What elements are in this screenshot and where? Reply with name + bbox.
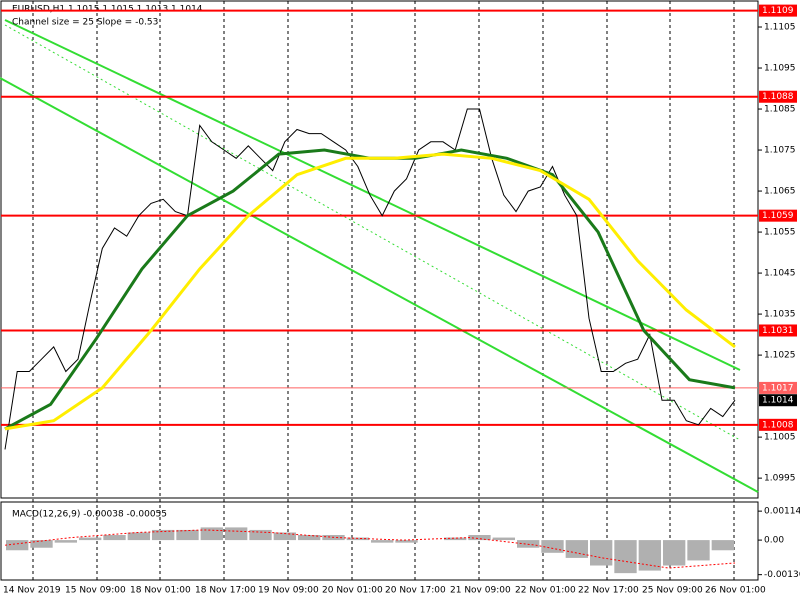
price-label: 1.1014 [762, 396, 794, 406]
subheader: Channel size = 25 Slope = -0.53 [12, 18, 158, 28]
level-box [759, 90, 797, 103]
macd-bar [541, 540, 564, 553]
macd-bar [127, 532, 150, 541]
macd-bar [273, 532, 296, 541]
y-tick-label: 1.1075 [764, 146, 796, 156]
x-tick-label: 26 Nov 01:00 [705, 586, 766, 596]
level-box [759, 418, 797, 431]
channel-mid [4, 24, 741, 441]
macd-bar [444, 537, 467, 541]
x-tick-label: 21 Nov 09:00 [450, 586, 511, 596]
macd-bar [687, 540, 710, 561]
macd-bar [468, 535, 491, 541]
macd-bar [103, 535, 126, 541]
price-line [4, 108, 736, 450]
y-tick-label: 1.1085 [764, 105, 796, 115]
y-tick-label: 1.1045 [764, 269, 796, 279]
level-label: 1.1059 [762, 211, 794, 221]
macd-bar [590, 540, 613, 566]
y-tick-label: 1.1035 [764, 310, 796, 320]
moving-average [4, 152, 736, 431]
y-tick-label: 1.1105 [764, 23, 796, 33]
x-tick-label: 18 Nov 01:00 [130, 586, 191, 596]
price-box [759, 394, 797, 407]
macd-bar [492, 537, 515, 541]
macd-bar [371, 540, 394, 543]
macd-bar [614, 540, 637, 574]
macd-bar [176, 529, 199, 541]
x-tick-label: 14 Nov 2019 [3, 586, 61, 596]
macd-bar [711, 540, 734, 551]
y-tick-label: 1.1065 [764, 187, 796, 197]
macd-tick-label: 0.00 [764, 536, 784, 546]
level-label: 1.1031 [762, 326, 794, 336]
level-label: 1.1088 [762, 92, 794, 102]
y-tick-label: 1.1055 [764, 228, 796, 238]
macd-bar [395, 540, 418, 543]
level-label: 1.1017 [762, 383, 794, 393]
channel [0, 19, 759, 493]
macd-tick-label: 0.00114 [764, 507, 800, 517]
x-tick-label: 25 Nov 09:00 [642, 586, 703, 596]
x-tick-label: 20 Nov 17:00 [385, 586, 446, 596]
x-tick-label: 18 Nov 17:00 [195, 586, 256, 596]
x-tick-label: 15 Nov 09:00 [65, 586, 126, 596]
y-tick-label: 1.1095 [764, 64, 796, 74]
macd-bar [565, 540, 588, 558]
macd-label: MACD(12,26,9) -0.00038 -0.00055 [12, 510, 167, 520]
y-tick-label: 1.1025 [764, 351, 796, 361]
header: EURUSD,H1 1.1015 1.1015 1.1013 1.1014 [12, 5, 203, 15]
macd-bar [249, 529, 272, 541]
macd-bar [79, 537, 102, 541]
x-tick-label: 22 Nov 01:00 [515, 586, 576, 596]
macd-bar [225, 527, 248, 541]
level-label: 1.1008 [762, 420, 794, 430]
macd-bar [663, 540, 686, 566]
x-tick-label: 19 Nov 09:00 [258, 586, 319, 596]
macd-bar [6, 540, 29, 551]
macd-signal [4, 529, 736, 569]
macd-bar [298, 535, 321, 541]
x-tick-label: 22 Nov 17:00 [578, 586, 639, 596]
level-box [759, 324, 797, 337]
x-tick-label: 20 Nov 01:00 [322, 586, 383, 596]
macd-bar [638, 540, 661, 571]
macd-bar [200, 527, 223, 541]
macd-tick-label: -0.00136 [764, 570, 800, 580]
level-box [759, 4, 797, 17]
level-box [759, 381, 797, 394]
level-label: 1.1109 [762, 6, 794, 16]
macd-bar [54, 540, 77, 543]
y-tick-label: 1.1005 [764, 433, 796, 443]
level-box [759, 209, 797, 222]
macd-bar [30, 540, 53, 548]
macd-bar [152, 529, 175, 541]
main-panel [0, 0, 759, 499]
y-tick-label: 1.0995 [764, 474, 796, 484]
